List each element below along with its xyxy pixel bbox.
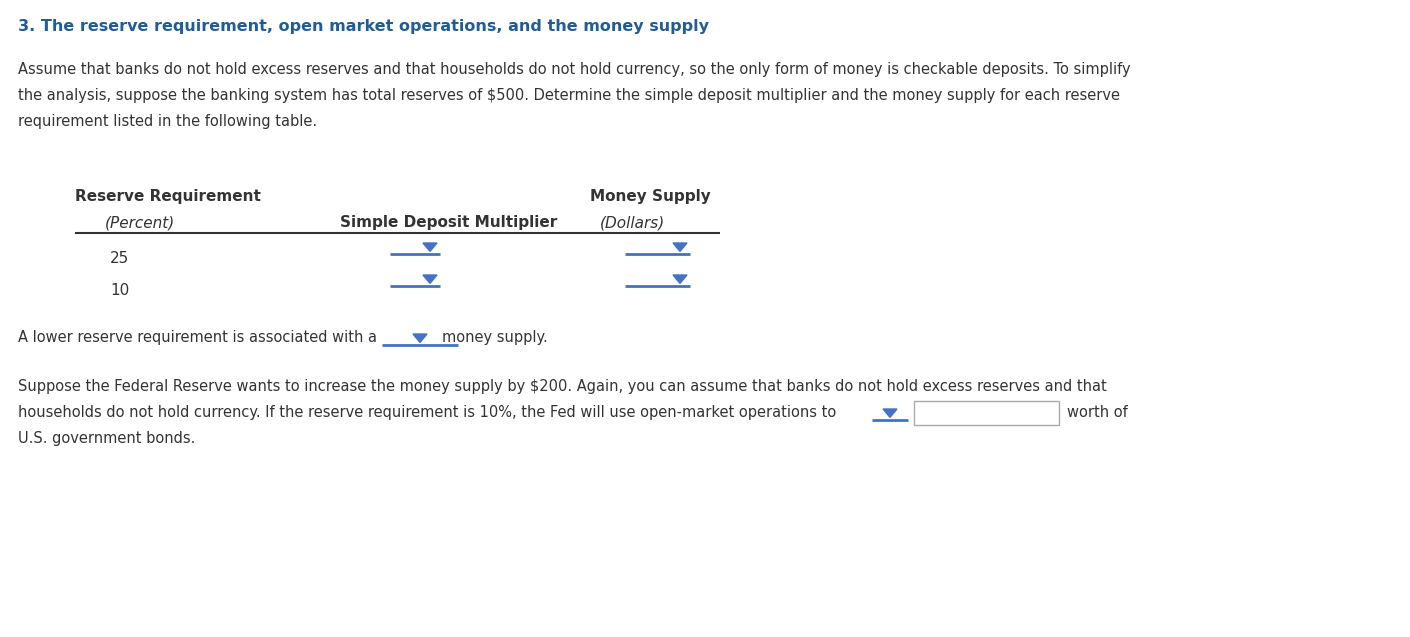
Polygon shape	[673, 275, 687, 283]
Text: $: $	[921, 406, 931, 421]
Text: money supply.: money supply.	[441, 330, 547, 345]
Text: requirement listed in the following table.: requirement listed in the following tabl…	[18, 114, 317, 129]
Text: (Dollars): (Dollars)	[601, 215, 666, 230]
Text: Assume that banks do not hold excess reserves and that households do not hold cu: Assume that banks do not hold excess res…	[18, 62, 1131, 77]
Polygon shape	[673, 243, 687, 252]
Text: households do not hold currency. If the reserve requirement is 10%, the Fed will: households do not hold currency. If the …	[18, 405, 836, 420]
Bar	[914, 401, 1059, 425]
Polygon shape	[423, 275, 437, 283]
Text: Reserve Requirement: Reserve Requirement	[75, 189, 261, 204]
Text: 10: 10	[110, 283, 130, 298]
Text: A lower reserve requirement is associated with a: A lower reserve requirement is associate…	[18, 330, 376, 345]
Text: the analysis, suppose the banking system has total reserves of $500. Determine t: the analysis, suppose the banking system…	[18, 88, 1120, 103]
Text: Simple Deposit Multiplier: Simple Deposit Multiplier	[340, 215, 557, 230]
Text: 25: 25	[110, 251, 130, 266]
Polygon shape	[883, 409, 897, 417]
Text: (Percent): (Percent)	[104, 215, 175, 230]
Text: U.S. government bonds.: U.S. government bonds.	[18, 431, 196, 446]
Polygon shape	[423, 243, 437, 252]
Text: 3. The reserve requirement, open market operations, and the money supply: 3. The reserve requirement, open market …	[18, 19, 709, 34]
Text: Suppose the Federal Reserve wants to increase the money supply by $200. Again, y: Suppose the Federal Reserve wants to inc…	[18, 379, 1107, 394]
Text: Money Supply: Money Supply	[589, 189, 711, 204]
Polygon shape	[413, 334, 427, 343]
Text: worth of: worth of	[1067, 405, 1128, 420]
